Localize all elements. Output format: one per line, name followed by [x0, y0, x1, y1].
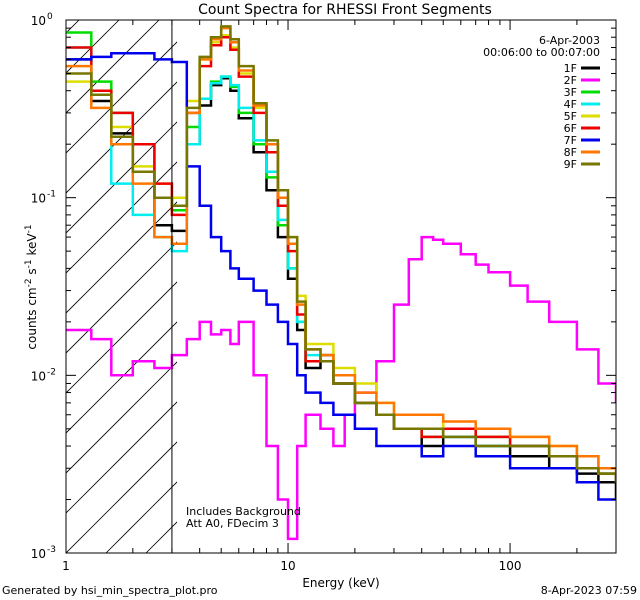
hatch-line	[0, 0, 26, 553]
series-7F	[66, 51, 616, 501]
hatch-line	[66, 201, 177, 314]
legend-label: 8F	[564, 146, 577, 159]
series-5F	[66, 34, 616, 474]
footer-generated-by: Generated by hsi_min_spectra_plot.pro	[2, 584, 218, 597]
y-tick-exponent: -1	[47, 190, 56, 200]
footer-timestamp: 8-Apr-2023 07:59	[541, 584, 637, 597]
axis-ticks	[65, 19, 617, 554]
hatch-line	[66, 361, 177, 474]
legend-date: 6-Apr-2003	[539, 34, 600, 47]
chart-title: Count Spectra for RHESSI Front Segments	[198, 2, 492, 18]
series-4F	[66, 46, 616, 483]
annotation-attenuator: Att A0, FDecim 3	[186, 517, 279, 530]
x-tick-label: 10	[280, 559, 295, 573]
legend-label: 6F	[564, 122, 577, 135]
series-2F	[66, 235, 616, 541]
hatched-region	[0, 0, 177, 553]
hatch-line	[66, 161, 177, 274]
series-8F	[66, 26, 616, 474]
legend-label: 4F	[564, 98, 577, 111]
hatch-line	[66, 281, 177, 394]
x-axis-label: Energy (keV)	[302, 576, 379, 590]
hatch-line	[66, 20, 120, 74]
series-1F	[66, 58, 616, 500]
x-tick-labels: 1 10 100	[62, 559, 521, 573]
hatch-line	[66, 121, 177, 234]
legend-label: 2F	[564, 74, 577, 87]
y-tick-exponent: -3	[47, 545, 56, 555]
y-tick-label: 10	[31, 547, 46, 561]
y-tick-label: 10	[31, 369, 46, 383]
plot-frame	[65, 19, 617, 554]
hatch-line	[66, 81, 177, 194]
hatch-line	[66, 441, 177, 553]
x-tick-label: 100	[499, 559, 522, 573]
y-tick-label: 10	[31, 192, 46, 206]
annotation-background: Includes Background	[186, 505, 301, 518]
y-tick-label: 10	[31, 14, 46, 28]
x-tick-label: 1	[62, 559, 70, 573]
legend-label: 3F	[564, 86, 577, 99]
hatch-line	[66, 401, 177, 514]
hatch-line	[66, 41, 177, 154]
y-tick-exponent: 0	[47, 12, 53, 22]
svg-text:counts cm-2 s-1 keV-1: counts cm-2 s-1 keV-1	[24, 224, 39, 349]
legend-label: 1F	[564, 62, 577, 75]
series-layer	[66, 25, 616, 541]
y-axis-label: counts cm-2 s-1 keV-1	[24, 224, 39, 349]
legend-label: 9F	[564, 158, 577, 171]
y-tick-exponent: -2	[47, 367, 56, 377]
legend-label: 5F	[564, 110, 577, 123]
legend-time: 00:06:00 to 00:07:00	[483, 46, 600, 59]
hatch-line	[66, 20, 160, 114]
legend-label: 7F	[564, 134, 577, 147]
hatch-line	[66, 241, 177, 354]
